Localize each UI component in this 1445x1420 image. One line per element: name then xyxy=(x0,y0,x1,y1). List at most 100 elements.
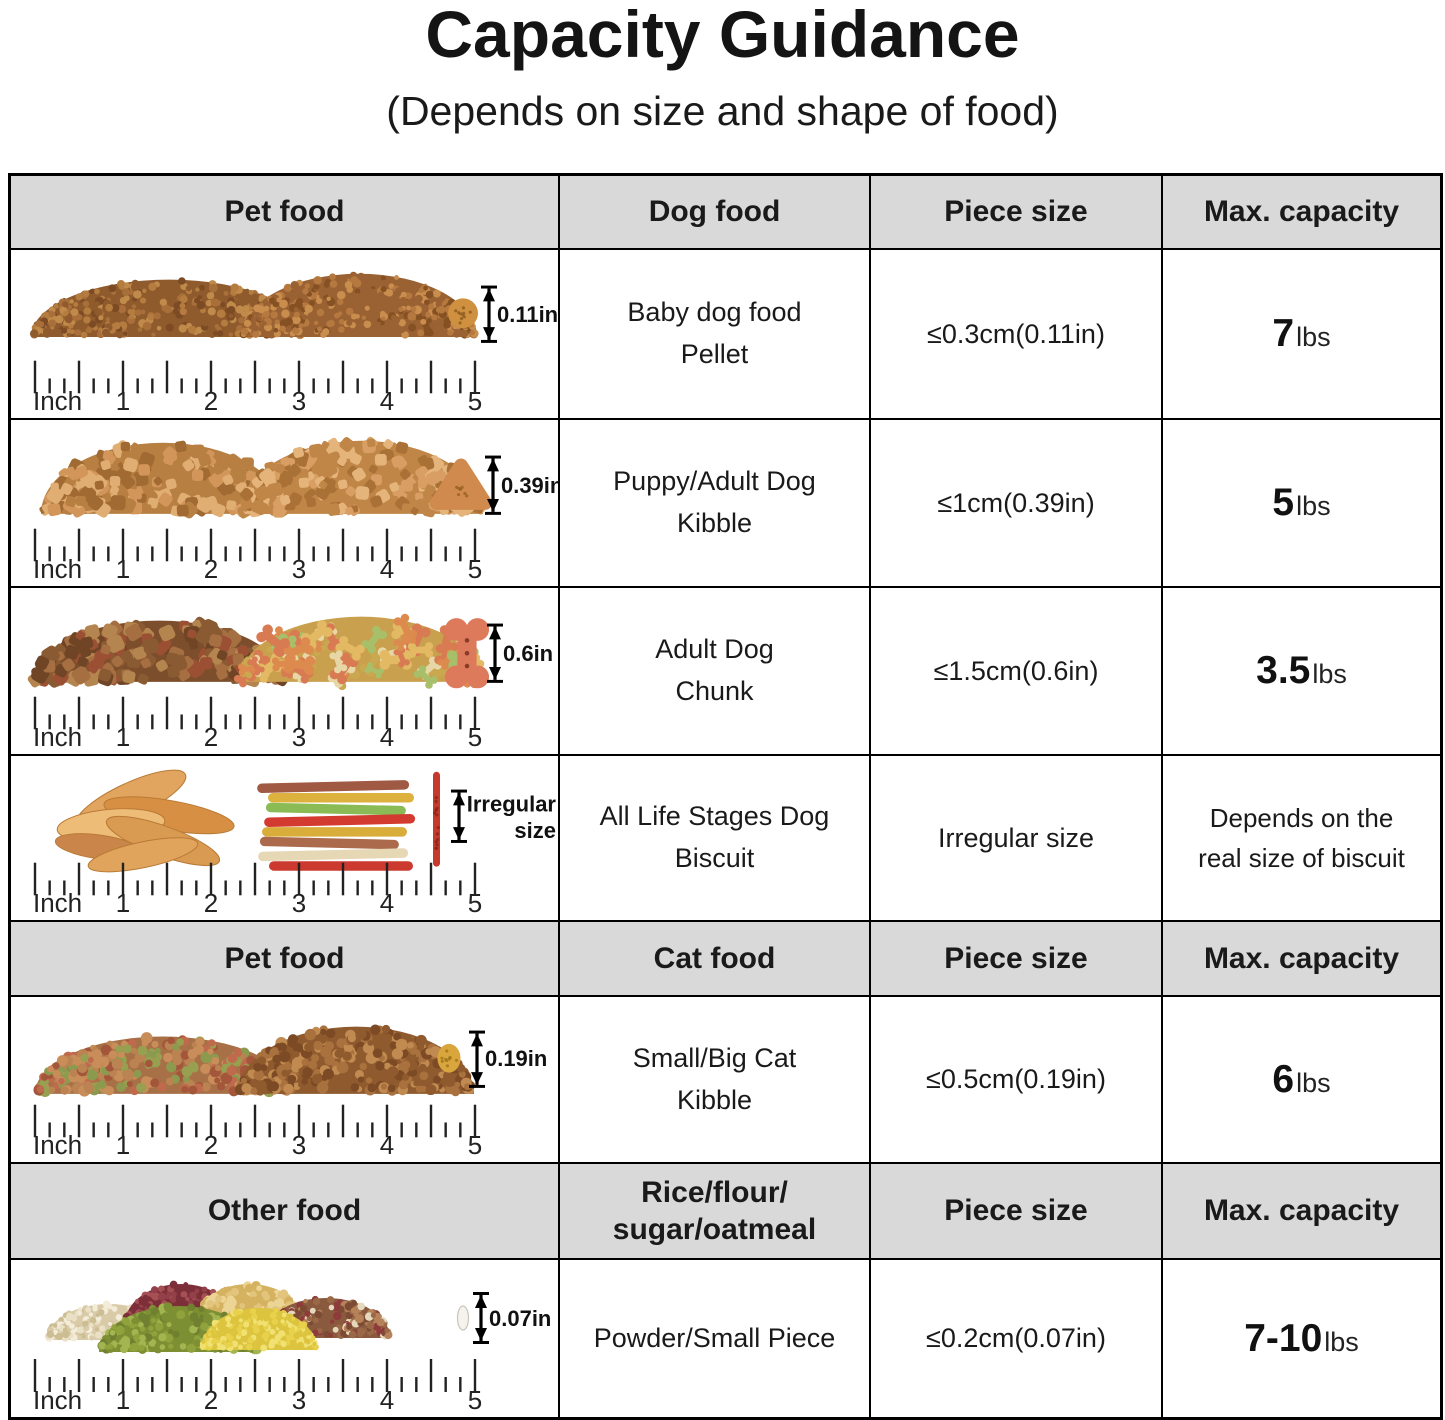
cat-kibble-pile-illustration: 0.19in Inch 1 2 3 4 5 xyxy=(33,1024,547,1160)
measure-label: 0.19in xyxy=(485,1046,547,1071)
svg-text:3: 3 xyxy=(292,388,306,416)
header-max-capacity: Max. capacity xyxy=(1163,176,1440,250)
capacity-number: 3.5 xyxy=(1256,649,1311,692)
capacity-cell: 5 lbs xyxy=(1163,420,1440,588)
svg-text:Inch: Inch xyxy=(33,388,82,416)
capacity-text-line: real size of biscuit xyxy=(1198,843,1405,873)
piece-size-value: ≤0.2cm(0.07in) xyxy=(926,1323,1106,1353)
page-title: Capacity Guidance xyxy=(425,0,1020,71)
food-name-line: Small/Big Cat xyxy=(632,1042,797,1073)
svg-text:1: 1 xyxy=(116,1132,130,1160)
svg-text:3: 3 xyxy=(292,556,306,584)
svg-text:2: 2 xyxy=(204,556,218,584)
svg-text:5: 5 xyxy=(468,1132,482,1160)
svg-text:5: 5 xyxy=(468,1385,482,1415)
capacity-unit: lbs xyxy=(1296,322,1331,352)
svg-text:5: 5 xyxy=(468,724,482,752)
capacity-unit: lbs xyxy=(1296,1067,1331,1098)
capacity-cell: Depends on the real size of biscuit xyxy=(1163,756,1440,922)
piece-size-value: ≤1.5cm(0.6in) xyxy=(933,655,1099,686)
svg-text:3: 3 xyxy=(292,1385,306,1415)
capacity-table: Pet food Dog food Piece size Max. capaci… xyxy=(8,173,1443,1420)
measure-label: Irregular xyxy=(467,791,557,816)
chunk-illustration-cell: 0.6in Inch 1 2 3 4 5 xyxy=(11,588,560,756)
svg-text:5: 5 xyxy=(468,890,482,918)
capacity-unit: lbs xyxy=(1312,659,1347,689)
measure-label: 0.6in xyxy=(503,641,553,666)
svg-text:1: 1 xyxy=(116,388,130,416)
measure-label: 0.39in xyxy=(501,473,558,498)
food-name-line: Kibble xyxy=(676,508,753,538)
food-name-cell: All Life Stages Dog Biscuit xyxy=(560,756,871,922)
food-name-line: Baby dog food xyxy=(627,297,802,328)
svg-text:5: 5 xyxy=(468,556,482,584)
svg-text:4: 4 xyxy=(380,556,394,584)
svg-text:5: 5 xyxy=(468,388,482,416)
header-other-food: Other food xyxy=(11,1164,560,1260)
food-name-line: Biscuit xyxy=(674,843,755,873)
piece-size-value: Irregular size xyxy=(937,822,1095,853)
kibble-pile-illustration: 0.39in Inch 1 2 3 4 5 xyxy=(33,436,558,584)
header-dog-food: Dog food xyxy=(560,176,871,250)
capacity-number: 6 xyxy=(1272,1057,1295,1101)
piece-size-cell: ≤0.3cm(0.11in) xyxy=(871,250,1163,420)
piece-size-cell: ≤0.5cm(0.19in) xyxy=(871,997,1163,1164)
grains-illustration-cell: 0.07in Inch 1 2 3 4 5 xyxy=(11,1260,560,1417)
header-line: sugar/oatmeal xyxy=(612,1213,817,1246)
header-piece-size: Piece size xyxy=(871,1164,1163,1260)
piece-size-cell: ≤1cm(0.39in) xyxy=(871,420,1163,588)
svg-text:4: 4 xyxy=(380,388,394,416)
food-name-line: Powder/Small Piece xyxy=(593,1322,836,1353)
food-name-cell: Small/Big Cat Kibble xyxy=(560,997,871,1164)
food-name-line: All Life Stages Dog xyxy=(599,801,830,832)
svg-text:Inch: Inch xyxy=(33,890,82,918)
svg-text:4: 4 xyxy=(380,724,394,752)
chunk-pile-illustration: 0.6in Inch 1 2 3 4 5 xyxy=(27,613,553,752)
food-name-line: Adult Dog xyxy=(655,634,774,665)
piece-size-cell: ≤0.2cm(0.07in) xyxy=(871,1260,1163,1417)
capacity-number: 5 xyxy=(1272,481,1295,524)
svg-text:Inch: Inch xyxy=(33,724,82,752)
header-max-capacity: Max. capacity xyxy=(1163,922,1440,997)
header-line: Rice/flour/ xyxy=(641,1175,788,1209)
page-subtitle: (Depends on size and shape of food) xyxy=(386,88,1059,134)
svg-text:3: 3 xyxy=(292,890,306,918)
svg-text:3: 3 xyxy=(292,724,306,752)
capacity-cell: 3.5 lbs xyxy=(1163,588,1440,756)
pellet-pile-illustration: 0.11in Inch 1 2 3 4 5 xyxy=(29,271,558,416)
header-pet-food: Pet food xyxy=(11,176,560,250)
kibble-illustration-cell: 0.39in Inch 1 2 3 4 5 xyxy=(11,420,560,588)
svg-text:Inch: Inch xyxy=(33,1385,82,1415)
header-cat-food: Cat food xyxy=(560,922,871,997)
food-name-line: Pellet xyxy=(680,339,749,369)
piece-size-value: ≤0.3cm(0.11in) xyxy=(927,318,1105,349)
svg-text:2: 2 xyxy=(204,1132,218,1160)
svg-text:4: 4 xyxy=(380,890,394,918)
capacity-number: 7-10 xyxy=(1244,1316,1323,1360)
cat-kibble-illustration-cell: 0.19in Inch 1 2 3 4 5 xyxy=(11,997,560,1164)
biscuit-illustration-cell: Irregular size Inch 1 2 3 4 5 xyxy=(11,756,560,922)
svg-text:2: 2 xyxy=(204,1385,218,1415)
header-pet-food: Pet food xyxy=(11,922,560,997)
biscuit-pile-illustration: Irregular size Inch 1 2 3 4 5 xyxy=(33,769,557,918)
svg-text:4: 4 xyxy=(380,1385,394,1415)
capacity-number: 7 xyxy=(1272,312,1295,355)
measure-label: size xyxy=(514,818,556,843)
measure-label: 0.07in xyxy=(489,1306,551,1331)
food-name-cell: Adult Dog Chunk xyxy=(560,588,871,756)
svg-text:3: 3 xyxy=(292,1132,306,1160)
food-name-line: Chunk xyxy=(675,676,754,706)
svg-text:1: 1 xyxy=(116,724,130,752)
svg-text:2: 2 xyxy=(204,890,218,918)
header-rice-flour: Rice/flour/ sugar/oatmeal xyxy=(560,1164,871,1260)
capacity-text-line: Depends on the xyxy=(1209,802,1394,833)
capacity-unit: lbs xyxy=(1296,491,1331,521)
food-name-cell: Powder/Small Piece xyxy=(560,1260,871,1417)
piece-size-cell: Irregular size xyxy=(871,756,1163,922)
grains-pile-illustration: 0.07in Inch 1 2 3 4 5 xyxy=(33,1280,551,1415)
svg-text:Inch: Inch xyxy=(33,1132,82,1160)
food-name-line: Puppy/Adult Dog xyxy=(613,466,816,497)
svg-text:4: 4 xyxy=(380,1132,394,1160)
measure-label: 0.11in xyxy=(497,302,558,327)
